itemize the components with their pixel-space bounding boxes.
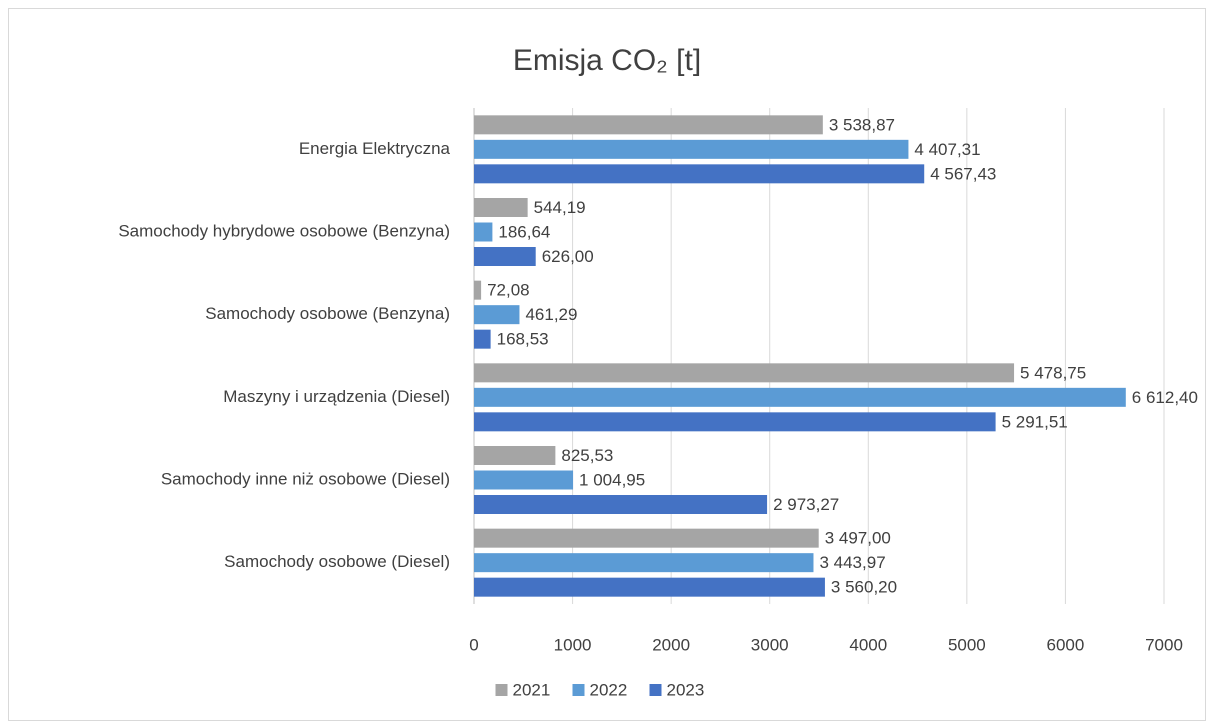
value-label: 3 560,20 — [831, 578, 897, 597]
value-label: 72,08 — [487, 281, 530, 300]
value-label: 5 291,51 — [1002, 412, 1068, 431]
x-tick-label: 3000 — [751, 635, 789, 654]
bar — [474, 305, 520, 325]
chart-title: Emisja CO₂ [t] — [513, 44, 701, 77]
x-tick-label: 0 — [469, 635, 478, 654]
x-tick-label: 7000 — [1145, 635, 1183, 654]
value-label: 4 567,43 — [930, 164, 996, 183]
bar — [474, 222, 493, 242]
x-tick-label: 1000 — [554, 635, 592, 654]
value-label: 461,29 — [525, 305, 577, 324]
legend-label: 2022 — [590, 680, 628, 699]
value-label: 168,53 — [497, 330, 549, 349]
value-label: 1 004,95 — [579, 470, 645, 489]
bar — [474, 495, 768, 514]
y-tick-label: Samochody osobowe (Benzyna) — [205, 304, 450, 323]
bar — [474, 446, 556, 465]
bar — [474, 115, 823, 135]
value-label: 544,19 — [534, 198, 586, 217]
bar — [474, 470, 574, 490]
y-tick-label: Samochody osobowe (Diesel) — [224, 552, 450, 571]
bar — [474, 280, 482, 300]
value-label: 4 407,31 — [914, 140, 980, 159]
legend-swatch — [572, 684, 585, 696]
value-label: 3 443,97 — [819, 553, 885, 572]
value-label: 186,64 — [498, 222, 550, 241]
y-tick-label: Samochody hybrydowe osobowe (Benzyna) — [118, 221, 450, 240]
value-label: 825,53 — [561, 446, 613, 465]
bar — [474, 198, 528, 217]
y-tick-label: Maszyny i urządzenia (Diesel) — [223, 387, 450, 406]
legend-label: 2021 — [513, 680, 551, 699]
y-tick-label: Energia Elektryczna — [299, 139, 451, 158]
bar — [474, 329, 491, 349]
bar — [474, 412, 996, 432]
value-label: 3 538,87 — [829, 115, 895, 134]
bar — [474, 139, 909, 159]
bar — [474, 577, 825, 597]
value-label: 6 612,40 — [1132, 388, 1198, 407]
legend-label: 2023 — [667, 680, 705, 699]
value-label: 626,00 — [542, 247, 594, 266]
bar — [474, 247, 536, 266]
y-tick-label: Samochody inne niż osobowe (Diesel) — [161, 469, 450, 488]
value-label: 5 478,75 — [1020, 363, 1086, 382]
bar — [474, 553, 814, 573]
x-tick-label: 4000 — [849, 635, 887, 654]
bar — [474, 387, 1126, 407]
value-label: 2 973,27 — [773, 495, 839, 514]
legend-swatch — [649, 684, 662, 696]
x-tick-label: 6000 — [1047, 635, 1085, 654]
x-tick-label: 5000 — [948, 635, 986, 654]
bar — [474, 164, 925, 184]
bar — [474, 528, 819, 548]
bar — [474, 363, 1015, 383]
x-tick-label: 2000 — [652, 635, 690, 654]
legend-swatch — [495, 684, 508, 696]
value-label: 3 497,00 — [825, 529, 891, 548]
